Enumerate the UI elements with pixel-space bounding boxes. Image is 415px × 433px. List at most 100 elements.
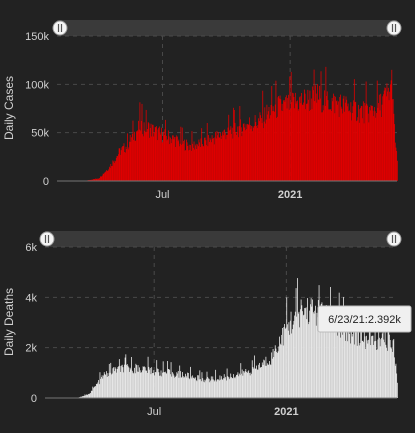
deaths-bar xyxy=(272,348,274,398)
cases-bar xyxy=(392,99,393,181)
cases-bar xyxy=(149,137,151,181)
deaths-bar xyxy=(84,394,86,398)
deaths-bar xyxy=(339,330,341,398)
cases-bar xyxy=(138,129,140,181)
cases-bar xyxy=(331,97,333,181)
deaths-bar xyxy=(113,367,115,398)
deaths-bar xyxy=(350,325,352,398)
deaths-bar xyxy=(156,360,158,398)
deaths-bar xyxy=(119,365,121,398)
deaths-range-slider-track[interactable] xyxy=(45,231,397,247)
cases-range-handle-right[interactable] xyxy=(386,20,402,36)
cases-bar xyxy=(217,132,219,181)
cases-range-handle-left[interactable] xyxy=(52,20,68,36)
deaths-bar xyxy=(187,372,189,398)
deaths-bar xyxy=(225,376,227,398)
deaths-bar xyxy=(185,373,186,398)
deaths-range-handle-right[interactable] xyxy=(386,231,402,247)
deaths-bar xyxy=(172,373,174,398)
deaths-bar xyxy=(228,379,230,398)
deaths-bar xyxy=(304,308,306,398)
deaths-bar xyxy=(88,393,89,398)
cases-x-tick-label: Jul xyxy=(155,189,169,201)
deaths-bar xyxy=(113,371,115,398)
deaths-bar xyxy=(157,368,158,398)
deaths-bar xyxy=(154,375,155,398)
deaths-bar xyxy=(192,375,194,398)
cases-bar xyxy=(229,129,231,181)
cases-bar xyxy=(267,111,269,181)
deaths-bar xyxy=(231,377,232,398)
cases-bar xyxy=(285,97,287,181)
cases-bar xyxy=(215,131,216,181)
cases-bar xyxy=(137,130,139,181)
cases-bar xyxy=(234,122,236,181)
cases-bar xyxy=(131,133,133,181)
cases-bar xyxy=(104,172,106,181)
cases-range-slider-track[interactable] xyxy=(57,20,397,36)
deaths-bar xyxy=(241,369,243,398)
deaths-bar xyxy=(321,302,323,398)
deaths-bar xyxy=(196,381,198,398)
cases-bar xyxy=(133,131,135,181)
cases-bar xyxy=(287,98,289,181)
deaths-bar xyxy=(380,339,382,398)
cases-bar xyxy=(343,95,345,181)
cases-bar xyxy=(347,103,349,181)
cases-bar xyxy=(170,137,171,181)
deaths-bar xyxy=(255,368,257,398)
cases-bar xyxy=(145,109,147,181)
cases-bar xyxy=(318,99,320,181)
cases-bar xyxy=(131,137,132,181)
cases-bar xyxy=(329,109,331,181)
cases-bar xyxy=(171,139,173,181)
cases-bar xyxy=(395,147,397,181)
deaths-bar xyxy=(111,373,113,398)
deaths-bar xyxy=(82,396,84,398)
cases-bar xyxy=(254,125,255,181)
cases-bar xyxy=(358,104,359,181)
cases-bar xyxy=(310,98,312,181)
deaths-bar xyxy=(343,319,345,398)
deaths-bar xyxy=(326,320,328,398)
cases-bar xyxy=(359,109,361,181)
cases-bar xyxy=(380,93,382,181)
cases-bar xyxy=(113,163,115,181)
deaths-bar xyxy=(268,364,270,398)
deaths-bar xyxy=(220,376,222,398)
deaths-bar xyxy=(396,382,398,398)
cases-bar xyxy=(228,114,230,181)
deaths-bar xyxy=(187,372,189,398)
deaths-bar xyxy=(189,379,191,398)
deaths-bar xyxy=(195,377,196,398)
cases-bar xyxy=(311,109,313,181)
cases-bar xyxy=(159,132,161,181)
cases-bar xyxy=(259,112,261,181)
cases-bar xyxy=(99,176,101,181)
deaths-bar xyxy=(362,340,364,398)
deaths-bar xyxy=(292,329,293,398)
deaths-bar xyxy=(144,366,145,398)
deaths-bar xyxy=(201,372,203,398)
deaths-range-handle-left[interactable] xyxy=(39,231,55,247)
deaths-bar xyxy=(284,328,286,398)
deaths-bar xyxy=(177,373,178,398)
deaths-bar xyxy=(361,312,362,398)
deaths-bar xyxy=(103,375,104,398)
deaths-bar xyxy=(357,331,359,398)
tooltip-text: 6/23/21:2.392k xyxy=(328,314,401,326)
deaths-bar xyxy=(136,371,138,398)
cases-bar xyxy=(389,91,391,181)
deaths-bar xyxy=(345,328,347,398)
deaths-bar xyxy=(340,320,342,398)
deaths-bar xyxy=(353,328,354,398)
deaths-bar xyxy=(121,364,123,398)
cases-bar xyxy=(253,127,255,181)
cases-bar xyxy=(108,166,110,181)
cases-bar xyxy=(122,145,124,181)
deaths-bar xyxy=(295,288,297,398)
cases-bar xyxy=(208,134,210,181)
deaths-bar xyxy=(276,353,278,398)
deaths-bar xyxy=(254,368,256,398)
deaths-bar xyxy=(134,373,136,398)
